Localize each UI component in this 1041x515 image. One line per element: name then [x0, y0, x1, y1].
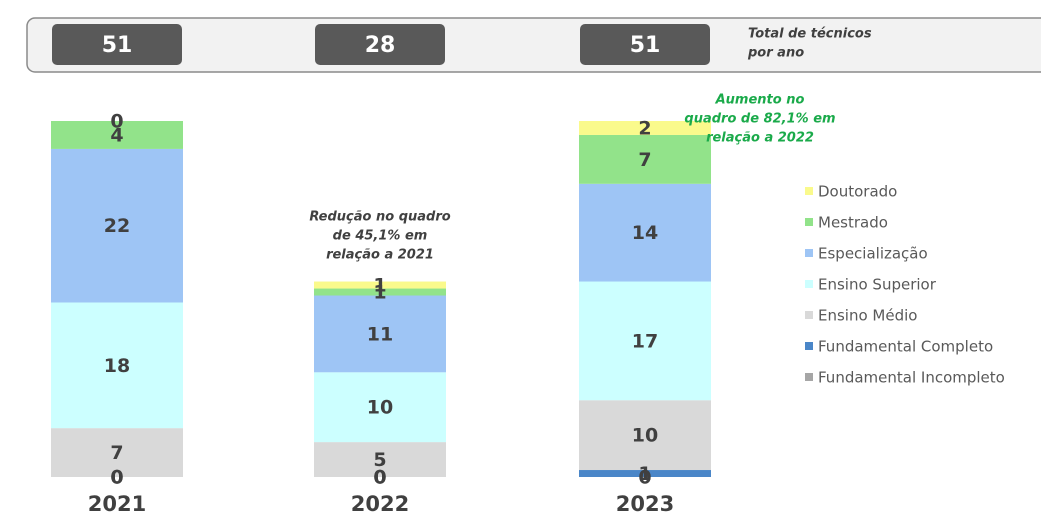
legend-label: Fundamental Completo [818, 338, 993, 356]
data-label: 5 [373, 449, 386, 471]
legend-label: Ensino Superior [818, 276, 937, 294]
bar-segment [579, 400, 711, 471]
totals-caption: por ano [747, 46, 804, 61]
legend-swatch [805, 342, 813, 350]
legend-swatch [805, 187, 813, 195]
annotation: de 45,1% em [333, 229, 428, 244]
legend-label: Doutorado [818, 183, 897, 201]
data-label: 1 [373, 282, 386, 304]
annotation: Aumento no [715, 93, 805, 108]
bar-segment [314, 281, 446, 289]
legend-swatch [805, 249, 813, 257]
data-label: 17 [632, 330, 658, 352]
bar-segment [579, 470, 711, 477]
data-label: 11 [367, 323, 393, 345]
x-tick-label: 2023 [616, 492, 674, 515]
total-value: 51 [102, 33, 133, 58]
totals-caption: Total de técnicos [748, 27, 872, 42]
data-label: 10 [632, 425, 658, 447]
annotation: relação a 2021 [326, 248, 434, 263]
data-label: 10 [367, 397, 393, 419]
bar-segment [579, 134, 711, 184]
data-label: 0 [110, 467, 123, 489]
annotation: Redução no quadro [309, 210, 450, 225]
bar-segment [314, 442, 446, 477]
legend-label: Fundamental Incompleto [818, 369, 1005, 387]
legend-label: Especialização [818, 245, 928, 263]
total-box [315, 24, 445, 65]
bar-segment [579, 121, 711, 135]
bar-segment [51, 302, 183, 429]
bar-segment [314, 372, 446, 443]
legend-swatch [805, 311, 813, 319]
data-label: 1 [373, 275, 386, 297]
data-label: 14 [632, 222, 658, 244]
bar-segment [51, 428, 183, 477]
total-value: 28 [365, 33, 396, 58]
total-box [52, 24, 182, 65]
bar-segment [579, 281, 711, 401]
total-value: 51 [630, 33, 661, 58]
bar-segment [51, 121, 183, 149]
data-label: 0 [110, 467, 123, 489]
bar-segment [314, 288, 446, 296]
bar-segment [314, 295, 446, 373]
total-box [580, 24, 710, 65]
totals-panel [26, 17, 1041, 73]
legend-label: Mestrado [818, 214, 888, 232]
legend-swatch [805, 218, 813, 226]
data-label: 22 [104, 215, 130, 237]
data-label: 4 [110, 124, 123, 146]
data-label: 1 [638, 463, 651, 485]
data-label: 7 [110, 442, 123, 464]
data-label: 2 [638, 117, 651, 139]
data-label: 18 [104, 355, 130, 377]
x-tick-label: 2022 [351, 492, 409, 515]
legend-swatch [805, 373, 813, 381]
data-label: 7 [638, 149, 651, 171]
data-label: 0 [110, 111, 123, 133]
bar-segment [579, 183, 711, 282]
legend-label: Ensino Médio [818, 307, 917, 325]
data-label: 0 [373, 467, 386, 489]
bar-segment [51, 148, 183, 303]
x-tick-label: 2021 [88, 492, 146, 515]
data-label: 0 [638, 467, 651, 489]
data-label: 0 [373, 467, 386, 489]
legend-swatch [805, 280, 813, 288]
annotation: quadro de 82,1% em [684, 112, 835, 127]
annotation: relação a 2022 [706, 131, 814, 146]
